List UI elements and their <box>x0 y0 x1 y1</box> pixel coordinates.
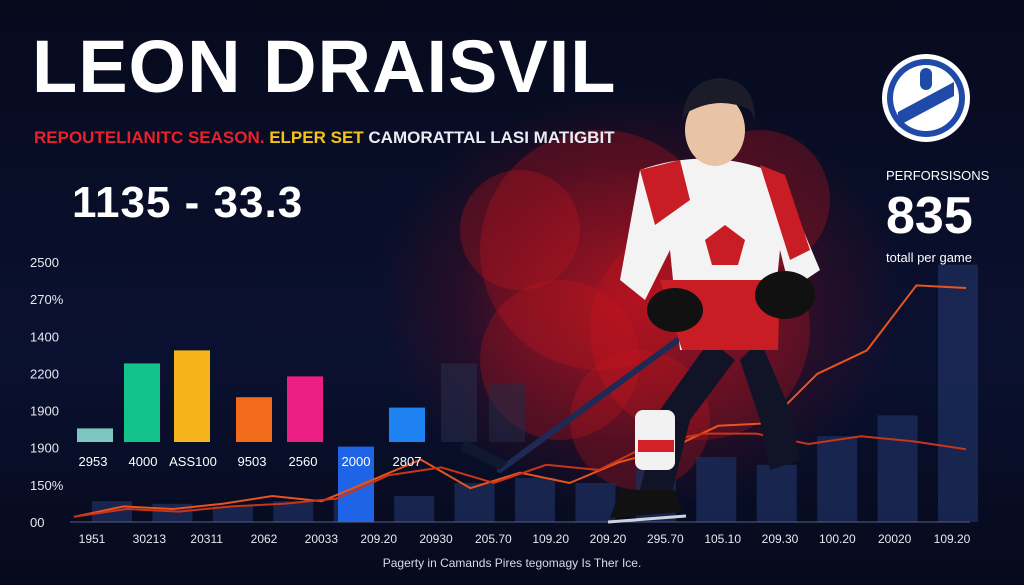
y-tick-label: 00 <box>30 515 44 530</box>
chart-bar <box>389 407 425 442</box>
x-tick-label: 295.70 <box>647 532 684 546</box>
background-bar <box>877 415 918 522</box>
bar-value-label: 4000 <box>129 454 158 469</box>
bar-value-label: ASS100 <box>169 454 217 469</box>
chart-bar <box>287 376 323 442</box>
y-tick-label: 270% <box>30 292 64 307</box>
bar-value-label: 2560 <box>289 454 318 469</box>
x-tick-label: 20020 <box>878 532 912 546</box>
trend-line <box>73 432 967 518</box>
chart-bar <box>174 350 210 442</box>
subtitle-red: REPOUTELIANITC SEASON. <box>34 128 265 147</box>
background-bar <box>394 496 435 522</box>
y-axis-ticks: 2500 270% 1400 2200 1900 1900 150% 00 <box>30 255 64 530</box>
x-tick-label: 100.20 <box>819 532 856 546</box>
x-tick-label: 109.20 <box>532 532 569 546</box>
headline-stat: 1135 - 33.3 <box>72 178 304 227</box>
background-bar <box>938 264 978 522</box>
chart-bar <box>236 397 272 442</box>
bar-value-label: 2953 <box>79 454 108 469</box>
x-tick-label: 2062 <box>251 532 278 546</box>
hockey-player-icon <box>460 78 820 524</box>
y-tick-label: 1400 <box>30 329 59 344</box>
bar-value-label: 2000 <box>342 454 371 469</box>
background-bar <box>696 457 737 522</box>
foreground-bars <box>77 350 525 522</box>
chart-bar <box>489 384 525 442</box>
y-tick-label: 2500 <box>30 255 59 270</box>
x-tick-label: 209.30 <box>762 532 799 546</box>
y-tick-label: 150% <box>30 478 64 493</box>
background-bar <box>575 483 616 522</box>
x-tick-label: 105.10 <box>704 532 741 546</box>
x-tick-label: 109.20 <box>934 532 971 546</box>
subtitle-white: CAMORATTAL LASI MATIGBIT <box>368 128 615 147</box>
performance-label: PERFORSISONS <box>886 168 990 183</box>
background-bar <box>273 501 314 522</box>
page-title: LEON DRAISVIL <box>32 25 617 108</box>
y-tick-label: 2200 <box>30 366 59 381</box>
footer-caption: Pagerty in Camands Pires tegomagy Is The… <box>382 556 642 570</box>
performance-sub: totall per game <box>886 250 972 265</box>
x-tick-label: 209.20 <box>360 532 397 546</box>
x-tick-label: 20311 <box>190 532 223 546</box>
x-tick-label: 1951 <box>79 532 106 546</box>
performance-value: 835 <box>886 187 973 245</box>
chart-bar <box>124 363 160 442</box>
x-tick-label: 205.70 <box>475 532 512 546</box>
splash-blob <box>460 170 580 290</box>
trend-line <box>73 284 967 518</box>
chart-bar <box>77 428 113 442</box>
background-bar <box>454 483 495 522</box>
chart-bar <box>441 363 477 442</box>
y-tick-label: 1900 <box>30 404 59 419</box>
x-tick-label: 209.20 <box>590 532 627 546</box>
trend-lines <box>73 284 967 518</box>
bar-value-label: 9503 <box>238 454 267 469</box>
x-tick-label: 20033 <box>305 532 339 546</box>
team-logo-icon <box>882 54 970 142</box>
x-axis-ticks: 1951 30213 20311 2062 20033 209.20 20930 205.70… <box>79 532 971 546</box>
y-tick-label: 1900 <box>30 441 59 456</box>
background-bar <box>756 464 797 522</box>
subtitle: REPOUTELIANITC SEASON. ELPER SET CAMORAT… <box>34 128 615 148</box>
x-tick-label: 20930 <box>419 532 453 546</box>
bar-value-label: 2807 <box>393 454 422 469</box>
background-bar <box>515 477 555 522</box>
subtitle-yellow: ELPER SET <box>269 128 364 147</box>
bar-value-labels: 2953 4000 ASS100 9503 2560 2000 2807 <box>79 454 422 469</box>
background-bar <box>212 506 253 522</box>
x-tick-label: 30213 <box>133 532 167 546</box>
background-bar <box>152 503 193 522</box>
background-bar <box>817 436 858 522</box>
